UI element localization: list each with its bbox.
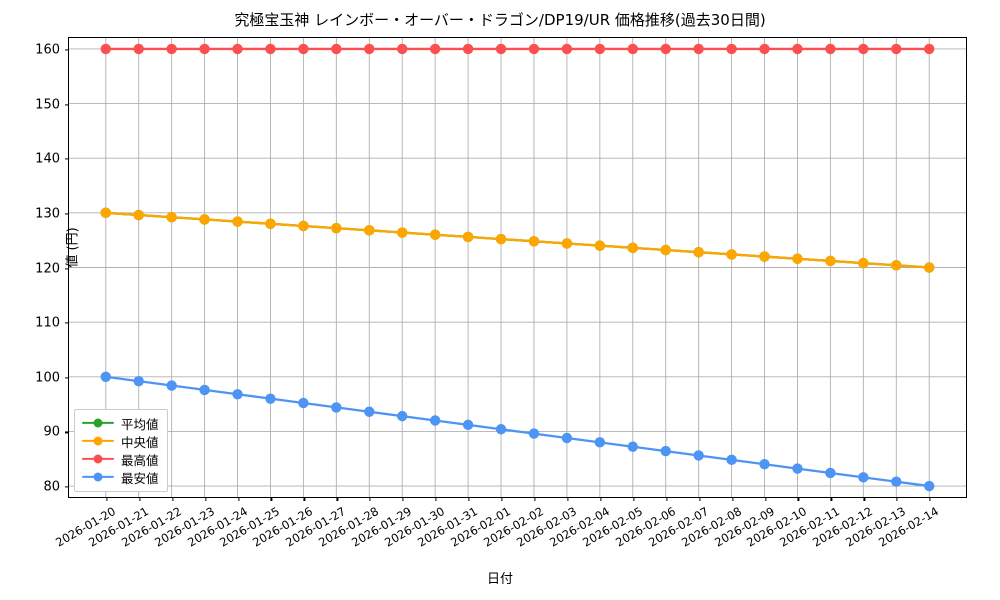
x-tick-mark — [204, 497, 207, 501]
legend-label: 中央値 — [121, 434, 159, 450]
x-tick-mark — [929, 497, 931, 501]
y-tick-mark — [65, 377, 69, 379]
legend-item-最安値[interactable]: 最安値 — [82, 468, 159, 486]
x-tick-mark — [336, 497, 338, 501]
x-tick-mark — [172, 497, 174, 501]
legend-item-中央値[interactable]: 中央値 — [82, 432, 159, 450]
y-tick-mark — [65, 486, 69, 488]
legend-marker-icon — [82, 434, 114, 448]
legend-label: 最安値 — [121, 470, 159, 486]
legend-item-平均値[interactable]: 平均値 — [82, 414, 159, 432]
series-中央値 — [100, 207, 935, 273]
x-tick-mark — [699, 497, 701, 501]
legend-label: 最高値 — [121, 452, 159, 468]
y-tick-label: 120 — [35, 261, 60, 276]
x-tick-mark — [732, 497, 734, 501]
legend-label: 平均値 — [121, 416, 159, 432]
y-tick-mark — [65, 49, 69, 51]
legend-marker-icon — [82, 470, 114, 484]
x-tick-mark — [468, 497, 470, 501]
y-tick-label: 150 — [35, 97, 60, 113]
series-最高値 — [100, 43, 935, 55]
x-tick-mark — [633, 497, 635, 501]
y-tick-mark — [65, 103, 69, 106]
legend-marker-icon — [82, 452, 114, 466]
y-tick-mark — [65, 322, 69, 324]
x-tick-mark — [797, 497, 800, 501]
y-tick-label: 90 — [43, 424, 60, 440]
x-tick-mark — [270, 497, 273, 501]
chart-legend: 平均値中央値最高値最安値 — [74, 409, 168, 492]
y-tick-mark — [65, 213, 69, 215]
x-tick-mark — [600, 497, 602, 501]
x-tick-mark — [501, 497, 503, 501]
y-tick-label: 160 — [35, 42, 60, 58]
legend-marker-icon — [82, 416, 114, 430]
plot-area: 値 (円) 80 90 100 110 120 130 140 150 160 2026-01-2… — [35, 37, 967, 550]
x-tick-mark — [237, 497, 240, 501]
x-tick-mark — [139, 497, 141, 501]
y-tick-label: 130 — [35, 206, 60, 222]
x-tick-mark — [666, 497, 668, 501]
x-tick-mark — [534, 497, 536, 501]
x-tick-mark — [435, 497, 437, 501]
x-tick-mark — [106, 497, 108, 501]
x-axis-label: 日付 — [486, 572, 513, 587]
x-tick-mark — [863, 497, 865, 501]
series-最安値 — [100, 371, 935, 492]
y-tick-label: 140 — [35, 151, 60, 167]
x-tick-mark — [402, 497, 404, 501]
chart-title: 究極宝玉神 レインボー・オーバー・ドラゴン/DP19/UR 価格推移(過去30日… — [234, 11, 766, 29]
y-tick-label: 80 — [43, 479, 60, 495]
x-tick-mark — [764, 497, 767, 501]
y-tick-label: 110 — [35, 315, 60, 331]
x-tick-mark — [369, 497, 371, 501]
x-tick-mark — [896, 497, 898, 501]
y-tick-label: 100 — [35, 370, 60, 386]
x-tick-mark — [830, 497, 832, 501]
y-tick-mark — [65, 267, 69, 270]
legend-item-最高値[interactable]: 最高値 — [82, 450, 159, 468]
plot-canvas — [69, 38, 966, 497]
y-tick-mark — [65, 431, 69, 434]
y-tick-mark — [65, 158, 69, 160]
x-tick-mark — [303, 497, 305, 501]
x-tick-mark — [567, 497, 569, 501]
y-axis-label: 値 (円) — [65, 227, 81, 268]
